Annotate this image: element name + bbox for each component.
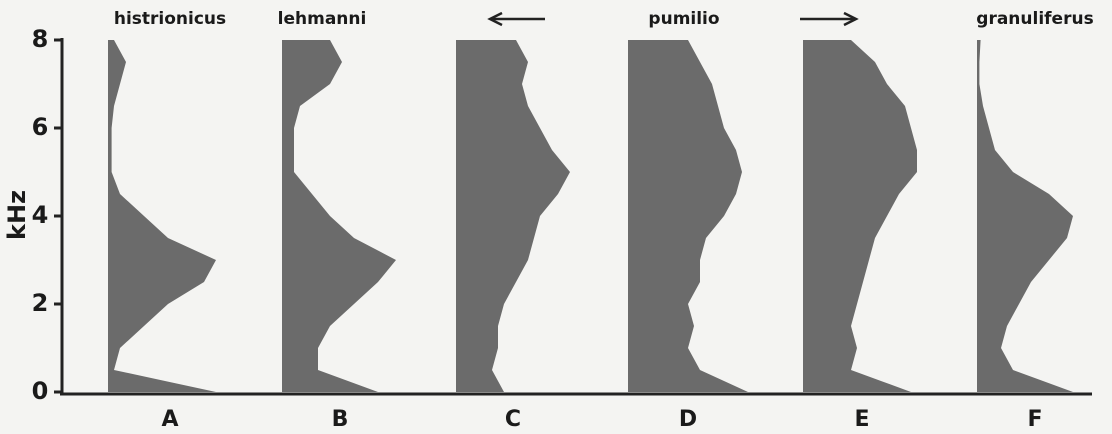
spectrum-area (977, 40, 1073, 392)
species-label: lehmanni (278, 9, 367, 29)
species-label: histrionicus (114, 9, 226, 29)
spectrum-area (628, 40, 748, 392)
panel-letter: F (1027, 407, 1042, 432)
spectrum-area (803, 40, 917, 392)
panel-letter: D (679, 407, 697, 432)
species-label: pumilio (648, 9, 719, 29)
y-tick-label: 4 (32, 201, 49, 229)
panel-letter: B (332, 407, 349, 432)
panel-letter: E (854, 407, 869, 432)
y-tick-label: 2 (32, 289, 49, 317)
y-tick-label: 8 (32, 25, 49, 53)
spectrum-area (108, 40, 216, 392)
panel-letter: A (161, 407, 178, 432)
y-axis-label: kHz (3, 190, 31, 240)
arrow-left (487, 11, 545, 27)
spectrum-area (456, 40, 570, 392)
panel-letter: C (505, 407, 521, 432)
spectrum-area (282, 40, 396, 392)
arrow-right (800, 11, 859, 27)
y-tick-label: 6 (32, 113, 49, 141)
species-label: granuliferus (976, 9, 1093, 29)
y-tick-label: 0 (32, 377, 49, 405)
